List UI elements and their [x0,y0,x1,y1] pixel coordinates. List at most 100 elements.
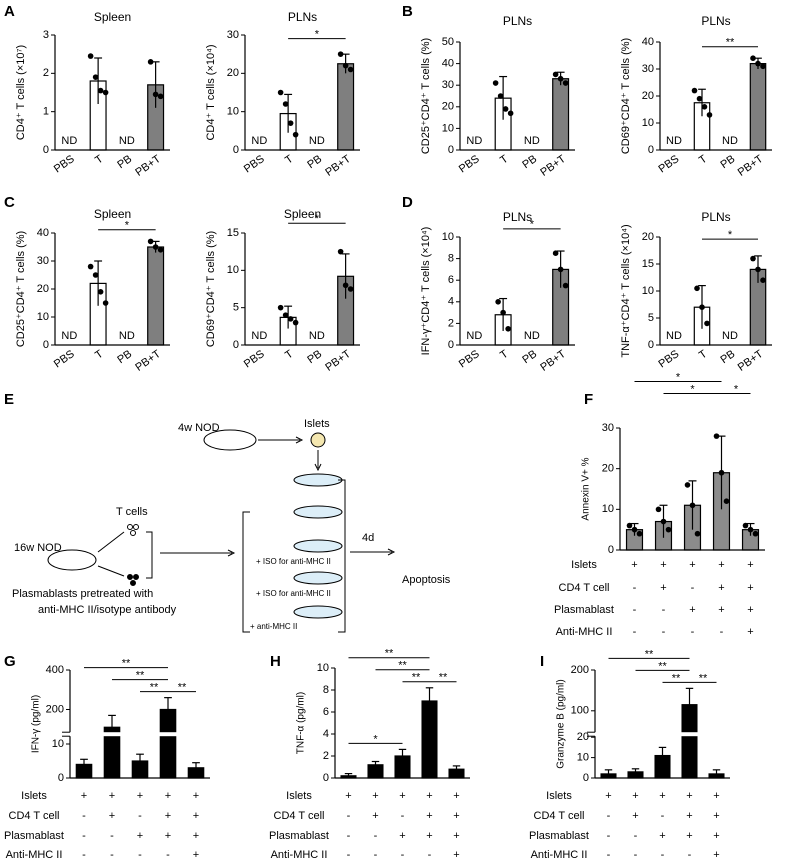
y-tick-label: 10 [642,285,654,297]
condition-sign: + [631,559,637,571]
y-tick-label: 10 [37,311,49,323]
data-point [691,87,698,94]
y-axis-label: TNF-α (pg/ml) [296,692,307,754]
condition-sign: - [347,849,351,859]
significance-label: ** [398,660,407,672]
dish [293,505,343,519]
arrow-head [314,463,322,472]
condition-sign: + [659,830,665,842]
data-point [147,59,154,65]
data-point [102,89,109,96]
y-tick-label: 15 [227,227,239,239]
arrow-head [387,548,396,556]
data-point [723,498,730,505]
data-point [713,433,720,439]
condition-sign: + [718,604,724,616]
x-tick-label: PB [115,153,134,171]
y-tick-label: 6 [448,274,454,286]
condition-sign: + [165,830,171,842]
condition-sign: - [661,849,665,859]
y-tick-label: 0 [233,339,239,351]
arrow [97,565,125,577]
x-tick-label: PB+T [323,153,353,179]
y-tick-label: 1 [43,106,49,118]
condition-sign: + [686,790,692,802]
mouse-icon [47,549,97,571]
cell-icon [127,574,133,580]
diagram-label: 4w NOD [178,422,220,434]
value-label: ND [524,135,540,147]
y-tick-label: 40 [37,227,49,239]
condition-sign: - [82,810,86,822]
condition-sign: + [345,790,351,802]
y-tick-label: 20 [642,231,654,243]
panel-label: I [540,653,544,670]
y-tick-label: 0 [233,144,239,156]
data-point [97,289,104,295]
data-point [557,75,564,82]
condition-sign: + [659,790,665,802]
condition-sign: - [401,810,405,822]
dish [293,473,343,487]
data-point [742,522,749,529]
significance-label: ** [150,682,159,694]
arrow-head [295,436,304,444]
y-tick-label: 3 [43,29,49,41]
axis-break [64,732,212,737]
x-tick-label: PB+T [133,153,163,179]
cell-icon [133,574,139,580]
y-tick-label: 6 [323,706,329,718]
significance-label: ** [699,672,708,684]
value-label: ND [251,135,267,147]
y-tick-label: 0 [608,544,614,556]
condition-sign: + [372,790,378,802]
condition-sign: + [686,810,692,822]
significance-label: * [734,383,739,395]
condition-sign: + [193,790,199,802]
data-point [277,304,284,311]
x-tick-label: PB [718,153,737,171]
data-point [696,95,703,102]
significance-label: * [530,219,535,231]
condition-sign: - [347,830,351,842]
condition-sign: - [633,582,637,594]
significance-label: ** [672,672,681,684]
bar [749,62,767,151]
condition-sign: + [686,830,692,842]
value-label: ND [466,330,482,342]
y-tick-label: 100 [571,705,589,717]
x-tick-label: PB [305,348,324,366]
data-point [292,319,299,326]
data-point [631,526,638,533]
arrow [97,531,125,553]
arrow-head [227,549,236,557]
value-label: ND [722,330,738,342]
panel-label: D [402,194,413,211]
x-tick-label: PB+T [736,153,766,179]
bracket [338,479,346,633]
data-point [87,53,94,59]
y-tick-label: 10 [52,738,64,750]
significance-label: * [728,229,733,241]
diagram-label: + ISO for anti-MHC II [256,589,331,598]
y-tick-label: 0 [448,339,454,351]
data-point [660,518,667,525]
x-tick-label: PB [305,153,324,171]
condition-name: Anti-MHC II [271,849,328,859]
condition-name: Islets [571,559,597,571]
condition-name: Anti-MHC II [531,849,588,859]
y-tick-label: 40 [442,58,454,70]
significance-label: ** [658,660,667,672]
condition-sign: - [607,830,611,842]
y-tick-label: 2 [448,317,454,329]
x-tick-label: PB+T [538,153,568,179]
condition-sign: + [718,559,724,571]
condition-sign: + [81,790,87,802]
panel-label: G [4,653,16,670]
chart-title: PLNs [288,10,317,24]
condition-name: CD4 T cell [274,810,325,822]
y-tick-label: 5 [233,302,239,314]
cell-icon [133,524,139,530]
condition-sign: + [713,810,719,822]
significance-label: * [125,220,130,232]
